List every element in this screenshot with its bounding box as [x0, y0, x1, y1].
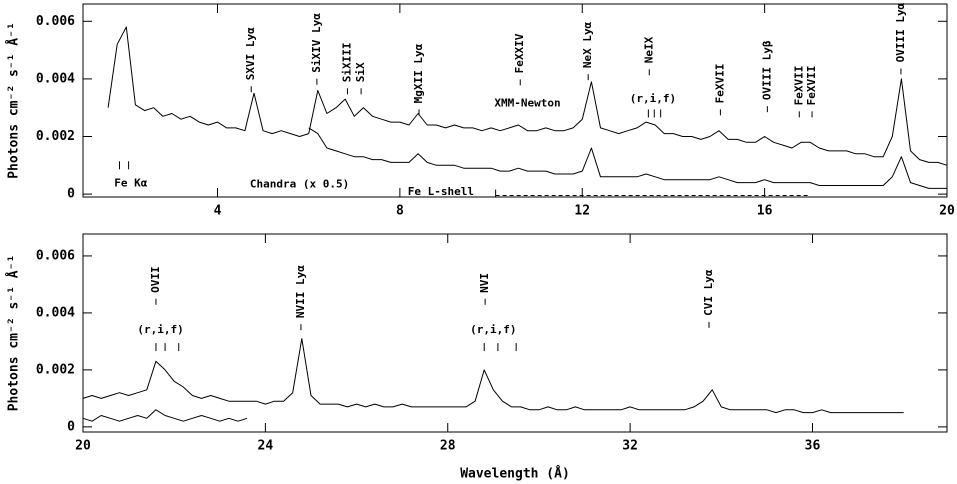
annotation: Fe L-shell [408, 185, 474, 198]
y-tick-label: 0.002 [36, 129, 75, 144]
line-label: OVIII Lyβ [760, 40, 773, 100]
x-tick-label: 8 [396, 204, 404, 219]
spectrum-line [82, 338, 904, 414]
line-label: NVII Lyα [294, 265, 307, 318]
line-label: FeXVII [713, 64, 726, 104]
line-label: OVII [149, 266, 162, 293]
line-label: NeIX [642, 36, 655, 63]
annotation: Chandra (x 0.5) [250, 178, 349, 191]
line-label: MgXII Lyα [412, 43, 425, 103]
spectrum-line [82, 409, 248, 422]
plot-frame [82, 233, 948, 433]
line-label: NeX Lyα [581, 21, 594, 68]
line-label: OVIII Lyα [894, 2, 907, 62]
x-tick-label: 16 [757, 204, 773, 219]
x-axis-label: Wavelength (Å) [460, 466, 570, 482]
line-label: FeXXIV [513, 33, 526, 73]
annotation: (r,i,f) [630, 92, 676, 105]
line-label: SiXIV Lyα [310, 13, 323, 73]
y-tick-label: 0.004 [36, 71, 75, 86]
line-label: SXVI Lyα [244, 27, 257, 80]
line-label: SiX [354, 62, 367, 82]
x-tick-label: 20 [75, 439, 91, 454]
annotation: (r,i,f) [470, 323, 516, 336]
x-tick-label: 20 [939, 204, 955, 219]
x-tick-label: 12 [574, 204, 590, 219]
x-tick-label: 4 [214, 204, 222, 219]
line-label: FeXVII [792, 66, 805, 106]
y-tick-label: 0.002 [36, 362, 75, 377]
y-tick-label: 0.006 [36, 248, 75, 263]
y-tick-label: 0 [67, 419, 75, 434]
line-label: NVI [478, 273, 491, 293]
x-tick-label: 24 [258, 439, 274, 454]
y-tick-label: 0.004 [36, 305, 75, 320]
x-tick-label: 32 [622, 439, 638, 454]
plot-frame [82, 3, 948, 198]
annotation: Fe Kα [114, 176, 147, 189]
annotation: (r,i,f) [137, 323, 183, 336]
y-axis-label: Photons cm⁻² s⁻¹ Å⁻¹ [6, 255, 22, 412]
annotation: XMM-Newton [494, 96, 560, 109]
x-tick-label: 28 [440, 439, 456, 454]
y-axis-label: Photons cm⁻² s⁻¹ Å⁻¹ [6, 22, 22, 179]
x-tick-label: 36 [805, 439, 821, 454]
line-label: FeXVII [805, 66, 818, 106]
y-tick-label: 0.006 [36, 14, 75, 29]
spectrum-line [107, 26, 948, 166]
y-tick-label: 0 [67, 187, 75, 202]
line-label: SiXIII [340, 43, 353, 83]
spectrum-line [308, 127, 947, 189]
line-label: CVI Lyα [702, 269, 715, 316]
